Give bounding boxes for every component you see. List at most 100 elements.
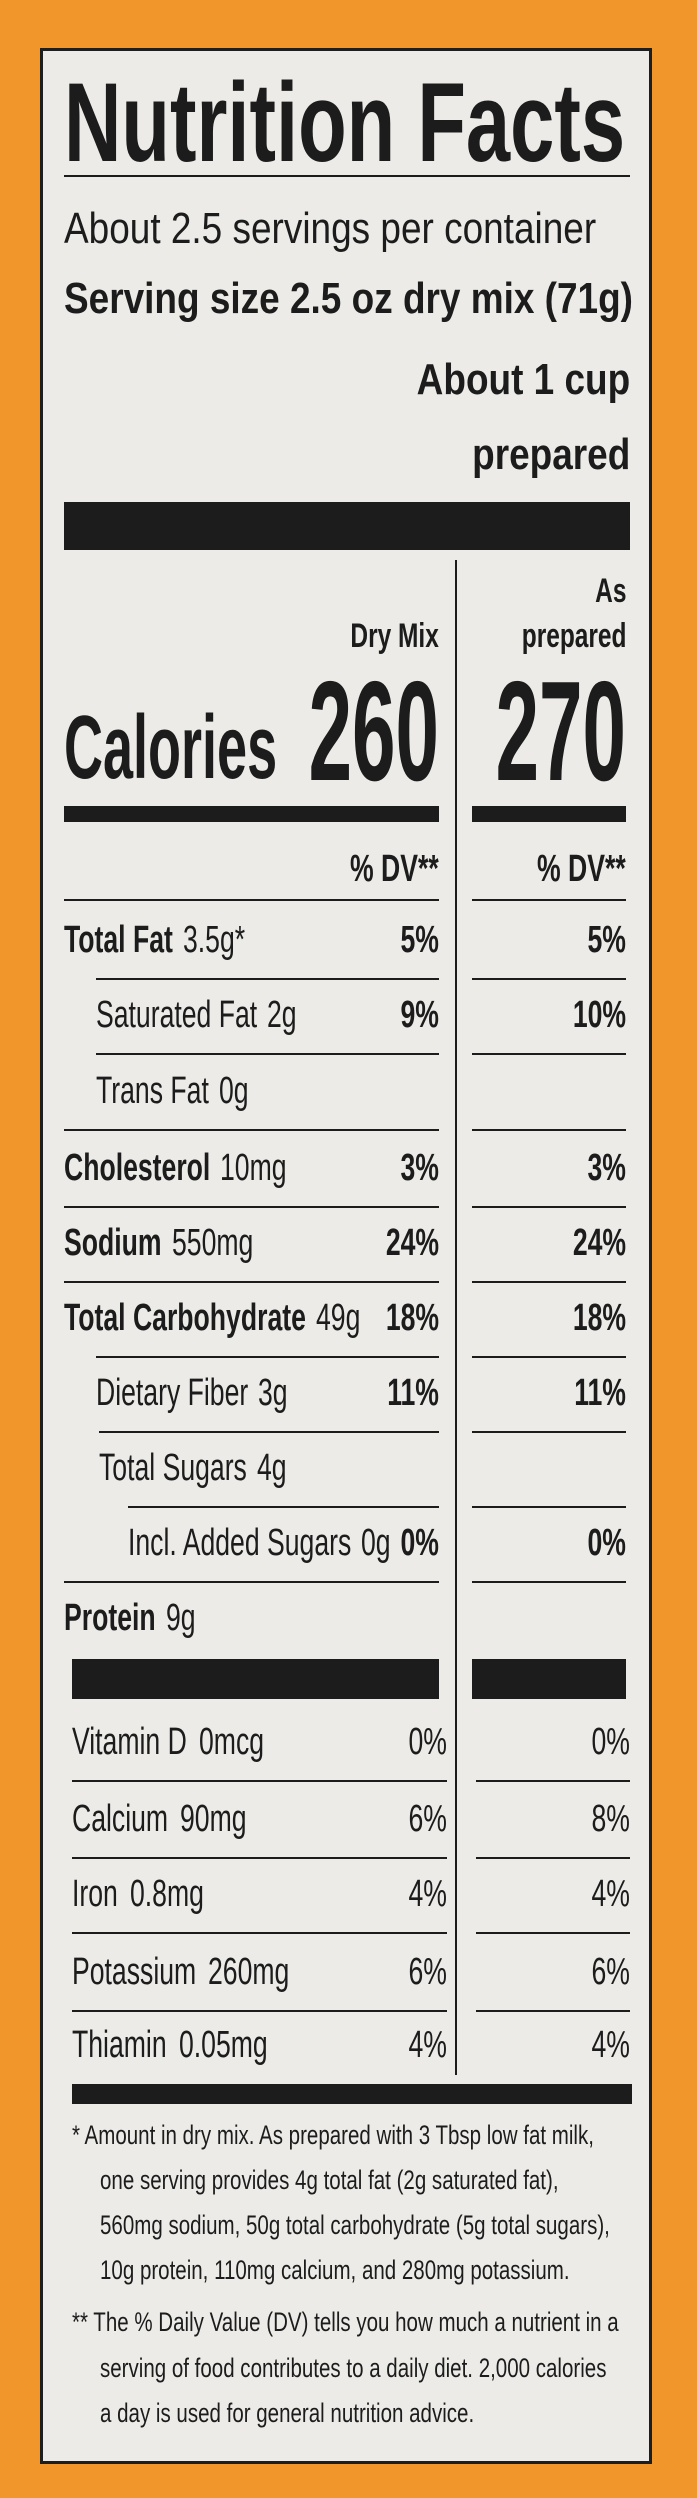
column-divider <box>455 560 457 2075</box>
vitamin-dv: 4% <box>591 1873 630 1916</box>
title-rule <box>64 175 630 177</box>
black-bar <box>472 1659 626 1699</box>
row-rule <box>64 1206 439 1208</box>
vitamin-name: Vitamin D <box>72 1721 187 1764</box>
nutrient-name: Cholesterol <box>64 1147 211 1190</box>
nutrient-amount: 10mg <box>220 1147 287 1190</box>
nutrient-dv: 24% <box>385 1222 439 1265</box>
row-rule <box>472 1281 626 1283</box>
row-rule <box>472 899 626 901</box>
row-rule <box>476 1857 630 1859</box>
row-rule <box>64 1581 439 1583</box>
vitamin-amount: 0mcg <box>198 1721 264 1764</box>
row-rule <box>472 1129 626 1131</box>
black-bar <box>72 1659 439 1699</box>
row-rule <box>128 1506 439 1508</box>
calories-value: 260 <box>308 652 439 812</box>
row-rule <box>72 1857 447 1859</box>
calories-value: 270 <box>495 652 626 812</box>
row-rule <box>476 1780 630 1782</box>
footnote: one serving provides 4g total fat (2g sa… <box>100 2164 559 2195</box>
nutrient-amount: 2g <box>267 994 297 1037</box>
footnote: 560mg sodium, 50g total carbohydrate (5g… <box>100 2209 610 2240</box>
row-rule <box>96 1356 439 1358</box>
row-rule <box>72 2010 447 2012</box>
row-rule <box>472 1431 626 1433</box>
vitamin-amount: 0.05mg <box>178 2024 268 2067</box>
footnote: ** The % Daily Value (DV) tells you how … <box>72 2306 619 2337</box>
footnote: * Amount in dry mix. As prepared with 3 … <box>72 2119 594 2150</box>
nutrient-name: Sodium <box>64 1222 162 1265</box>
title: Nutrition Facts <box>64 59 626 185</box>
nutrient-dv: 18% <box>385 1297 439 1340</box>
row-rule <box>96 978 439 980</box>
vitamin-dv: 6% <box>408 1798 447 1841</box>
nutrient-amount: 49g <box>315 1297 361 1340</box>
vitamin-amount: 90mg <box>180 1798 247 1841</box>
calories-bar <box>472 806 626 822</box>
vitamin-dv: 4% <box>408 2024 447 2067</box>
nutrient-name: Total Sugars <box>99 1447 247 1490</box>
nutrient-amount: 3.5g* <box>182 919 245 962</box>
row-rule <box>472 1206 626 1208</box>
nutrient-name: Protein <box>64 1597 156 1640</box>
thick-bar <box>64 502 630 550</box>
row-rule <box>476 2010 630 2012</box>
nutrient-dv: 3% <box>400 1147 439 1190</box>
vitamin-name: Thiamin <box>72 2024 167 2067</box>
vitamin-dv: 4% <box>591 2024 630 2067</box>
label-panel <box>40 48 652 2464</box>
nutrient-dv: 5% <box>587 919 626 962</box>
vitamin-dv: 8% <box>591 1798 630 1841</box>
row-rule <box>64 1129 439 1131</box>
nutrient-amount: 550mg <box>171 1222 253 1265</box>
calories-bar <box>64 806 439 822</box>
nutrient-amount: 9g <box>165 1597 196 1640</box>
row-rule <box>472 1581 626 1583</box>
dv-header: % DV** <box>537 848 626 891</box>
column-header: As <box>594 572 626 611</box>
row-rule <box>72 1780 447 1782</box>
vitamin-dv: 0% <box>408 1721 447 1764</box>
nutrient-dv: 0% <box>400 1522 439 1565</box>
nutrient-dv: 18% <box>572 1297 626 1340</box>
nutrient-amount: 4g <box>256 1447 287 1490</box>
footnote: a day is used for general nutrition advi… <box>100 2397 475 2428</box>
nutrient-name: Incl. Added Sugars <box>128 1522 352 1565</box>
bottom-bar <box>72 2084 632 2104</box>
row-rule <box>96 1053 439 1055</box>
column-header: Dry Mix <box>350 617 439 656</box>
nutrient-dv: 9% <box>400 994 439 1037</box>
row-rule <box>72 1932 447 1934</box>
vitamin-amount: 0.8mg <box>129 1873 204 1916</box>
column-header: prepared <box>521 617 626 656</box>
nutrient-amount: 0g <box>218 1070 249 1113</box>
row-rule <box>472 1356 626 1358</box>
row-rule <box>64 1281 439 1283</box>
row-rule <box>472 1053 626 1055</box>
vitamin-name: Iron <box>72 1873 118 1916</box>
vitamin-name: Potassium <box>72 1951 197 1994</box>
footnote: 10g protein, 110mg calcium, and 280mg po… <box>100 2254 570 2285</box>
nutrient-dv: 10% <box>572 994 626 1037</box>
nutrient-name: Total Carbohydrate <box>64 1297 306 1340</box>
serving-size: Serving size 2.5 oz dry mix (71g) <box>64 274 633 324</box>
nutrient-name: Trans Fat <box>96 1070 209 1113</box>
nutrient-dv: 11% <box>574 1372 626 1415</box>
serving-size-prepared: prepared <box>471 430 630 480</box>
nutrient-dv: 3% <box>587 1147 626 1190</box>
nutrient-dv: 11% <box>387 1372 439 1415</box>
vitamin-name: Calcium <box>72 1798 169 1841</box>
nutrient-dv: 0% <box>587 1522 626 1565</box>
serving-size-prepared: About 1 cup <box>416 355 630 405</box>
nutrient-amount: 3g <box>258 1372 288 1415</box>
row-rule <box>64 899 439 901</box>
calories-label: Calories <box>64 698 278 799</box>
row-rule <box>472 978 626 980</box>
dv-header: % DV** <box>350 848 439 891</box>
nutrient-name: Total Fat <box>64 919 173 962</box>
nutrient-name: Saturated Fat <box>96 994 258 1037</box>
row-rule <box>476 1932 630 1934</box>
vitamin-dv: 4% <box>408 1873 447 1916</box>
